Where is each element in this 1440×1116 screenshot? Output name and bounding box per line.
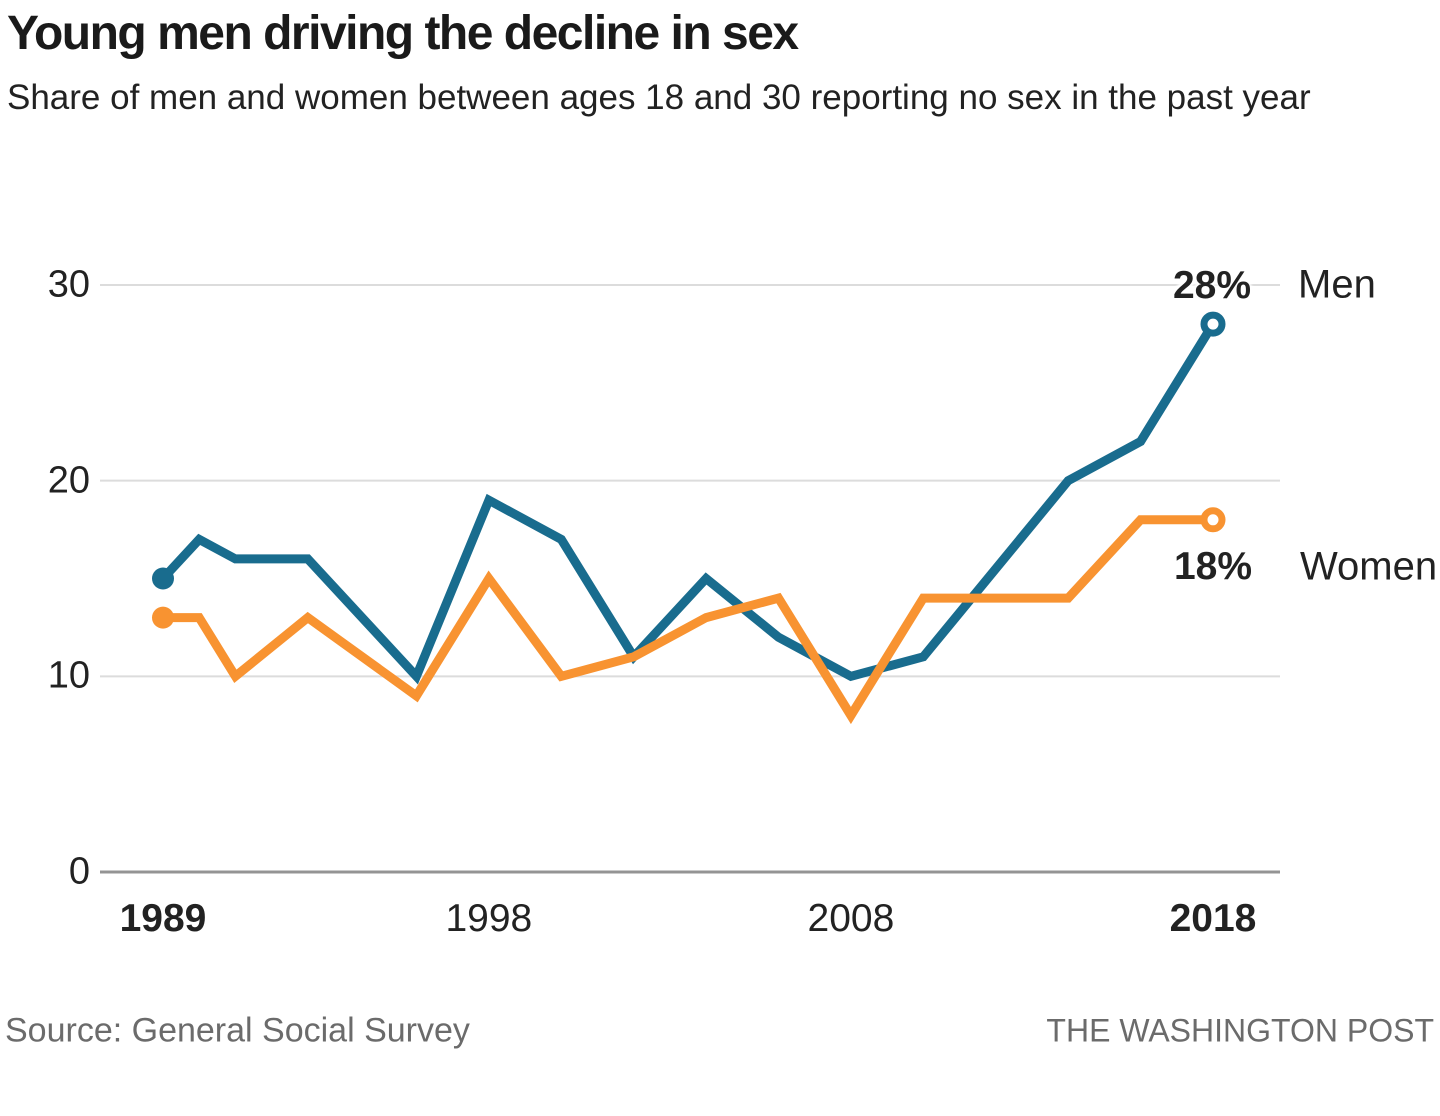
y-axis-tick-30: 30: [47, 263, 90, 306]
men-end-value-label: 28%: [1172, 264, 1252, 308]
start-dot-women: [152, 606, 174, 629]
x-axis-tick-1989: 1989: [119, 897, 207, 940]
y-axis-tick-0: 0: [68, 850, 90, 893]
start-dot-men: [152, 567, 174, 590]
x-axis-tick-1998: 1998: [445, 897, 533, 940]
y-axis-tick-10: 10: [47, 654, 90, 697]
chart-title: Young men driving the decline in sex: [7, 7, 799, 60]
women-end-value-label: 18%: [1173, 544, 1253, 588]
source-credit: Source: General Social Survey: [5, 1011, 470, 1050]
y-axis-tick-20: 20: [47, 459, 90, 502]
publisher-credit: THE WASHINGTON POST: [1046, 1012, 1434, 1049]
x-axis-tick-2008: 2008: [807, 897, 895, 940]
line-women: [163, 515, 1213, 725]
men-series-label: Men: [1298, 262, 1376, 307]
chart-subtitle: Share of men and women between ages 18 a…: [7, 78, 1311, 117]
women-series-label: Women: [1300, 544, 1438, 589]
x-axis-tick-2018: 2018: [1169, 897, 1257, 940]
end-ring-women: [1200, 507, 1226, 533]
end-ring-men: [1200, 311, 1226, 337]
